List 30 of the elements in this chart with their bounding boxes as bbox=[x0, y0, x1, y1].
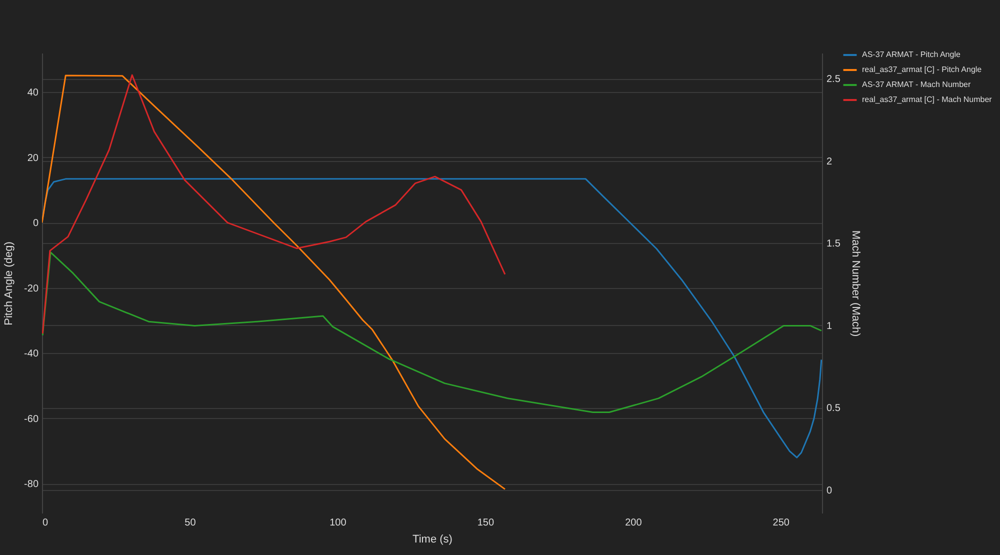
y2-tick-label: 2 bbox=[826, 156, 832, 168]
line-series bbox=[42, 74, 506, 334]
y2-tick-label: 0.5 bbox=[826, 403, 841, 414]
y2-tick-label: 2.5 bbox=[826, 74, 841, 86]
y-tick-label: -80 bbox=[24, 479, 39, 490]
y-tick-label: 20 bbox=[27, 152, 39, 164]
legend-label: real_as37_armat [C] - Pitch Angle bbox=[862, 65, 982, 74]
line-series bbox=[42, 74, 506, 490]
x-tick-label: 50 bbox=[184, 518, 196, 528]
x-tick-label: 0 bbox=[42, 518, 48, 528]
line-series bbox=[42, 252, 822, 414]
y-tick-label: -40 bbox=[24, 348, 39, 360]
y2-tick-label: 1.5 bbox=[826, 238, 841, 250]
legend-label: AS-37 ARMAT - Pitch Angle bbox=[862, 50, 961, 59]
x-axis-title: Time (s) bbox=[412, 534, 452, 546]
x-tick-label: 150 bbox=[477, 518, 494, 528]
y-tick-label: 40 bbox=[27, 88, 39, 99]
y2-tick-label: 0 bbox=[826, 485, 832, 496]
y2-axis-title: Mach Number (Mach) bbox=[849, 230, 862, 337]
y-tick-label: -20 bbox=[24, 283, 39, 294]
y-tick-label: -60 bbox=[24, 414, 39, 425]
legend-label: AS-37 ARMAT - Mach Number bbox=[862, 80, 971, 89]
line-series bbox=[42, 178, 822, 458]
y-tick-label: 0 bbox=[32, 218, 39, 230]
x-tick-label: 200 bbox=[625, 518, 642, 528]
x-tick-label: 100 bbox=[330, 518, 347, 528]
legend-label: real_as37_armat [C] - Mach Number bbox=[862, 95, 992, 104]
y2-tick-label: 1 bbox=[826, 320, 832, 332]
x-tick-label: 250 bbox=[772, 518, 790, 528]
y-axis-title: Pitch Angle (deg) bbox=[3, 242, 16, 326]
